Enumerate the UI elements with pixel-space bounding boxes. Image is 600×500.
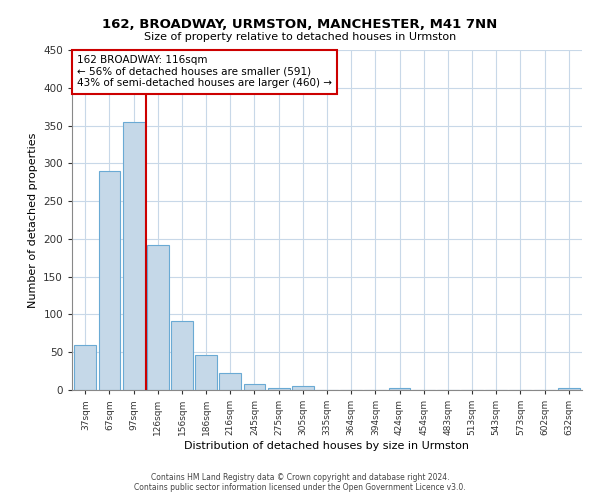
Text: Contains HM Land Registry data © Crown copyright and database right 2024.
Contai: Contains HM Land Registry data © Crown c… (134, 473, 466, 492)
X-axis label: Distribution of detached houses by size in Urmston: Distribution of detached houses by size … (185, 441, 470, 451)
Text: 162 BROADWAY: 116sqm
← 56% of detached houses are smaller (591)
43% of semi-deta: 162 BROADWAY: 116sqm ← 56% of detached h… (77, 55, 332, 88)
Bar (195, 355, 217, 390)
Bar (220, 374, 241, 390)
Bar (389, 388, 410, 390)
Bar (268, 388, 290, 390)
Bar (171, 321, 193, 390)
Bar (244, 384, 265, 390)
Bar (123, 122, 145, 390)
Text: Size of property relative to detached houses in Urmston: Size of property relative to detached ho… (144, 32, 456, 42)
Y-axis label: Number of detached properties: Number of detached properties (28, 132, 38, 308)
Bar (74, 344, 96, 390)
Bar (147, 245, 169, 390)
Text: 162, BROADWAY, URMSTON, MANCHESTER, M41 7NN: 162, BROADWAY, URMSTON, MANCHESTER, M41 … (103, 18, 497, 30)
Bar (558, 388, 580, 390)
Bar (98, 171, 121, 390)
Bar (292, 386, 314, 390)
